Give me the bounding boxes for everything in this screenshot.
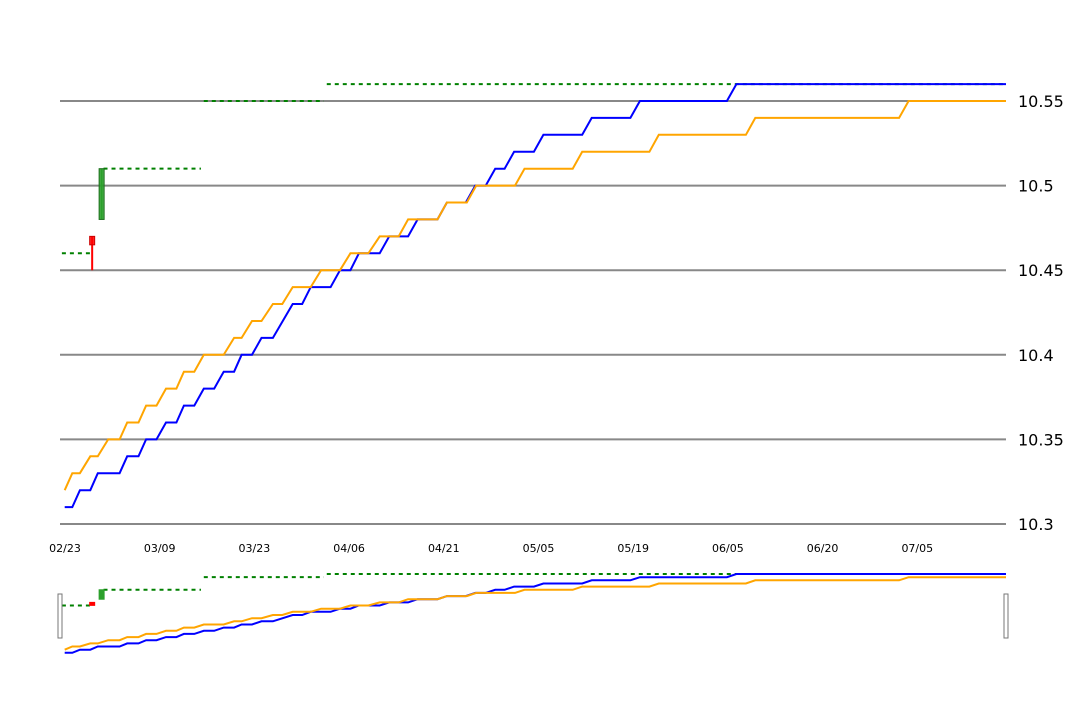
x-tick-label: 04/21 <box>428 542 460 555</box>
x-tick-label: 04/06 <box>333 542 365 555</box>
navigator-candle <box>98 589 105 600</box>
navigator[interactable] <box>57 573 1009 654</box>
y-tick-label: 10.4 <box>1018 346 1054 365</box>
reference-lines-layer <box>61 83 1006 255</box>
x-axis-labels: 02/23 03/09 03/23 04/06 04/21 05/05 05/19 06/05… <box>49 542 933 555</box>
y-tick-label: 10.5 <box>1018 177 1054 196</box>
x-tick-label: 07/05 <box>901 542 933 555</box>
series-line-1 <box>64 83 1006 509</box>
grid-layer <box>60 100 1006 525</box>
y-axis-labels: 10.3 10.35 10.4 10.45 10.5 10.55 <box>1018 92 1064 534</box>
y-tick-label: 10.35 <box>1018 430 1064 449</box>
navigator-series-line-2 <box>64 576 1006 651</box>
candle-body <box>89 235 96 246</box>
y-tick-label: 10.45 <box>1018 261 1064 280</box>
x-tick-label: 02/23 <box>49 542 81 555</box>
navigator-right-handle[interactable] <box>1003 593 1009 639</box>
y-tick-label: 10.55 <box>1018 92 1064 111</box>
navigator-candle <box>89 601 96 606</box>
x-tick-label: 06/05 <box>712 542 744 555</box>
candle-body <box>98 168 105 220</box>
x-tick-label: 05/19 <box>617 542 649 555</box>
y-tick-label: 10.3 <box>1018 515 1054 534</box>
navigator-left-handle[interactable] <box>57 593 63 639</box>
navigator-series-line-1 <box>64 573 1006 654</box>
x-tick-label: 03/09 <box>144 542 176 555</box>
x-tick-label: 06/20 <box>807 542 839 555</box>
series-layer <box>63 83 1006 509</box>
candles-layer <box>89 168 105 271</box>
series-line-2 <box>63 100 1006 491</box>
x-tick-label: 03/23 <box>239 542 271 555</box>
x-tick-label: 05/05 <box>523 542 555 555</box>
